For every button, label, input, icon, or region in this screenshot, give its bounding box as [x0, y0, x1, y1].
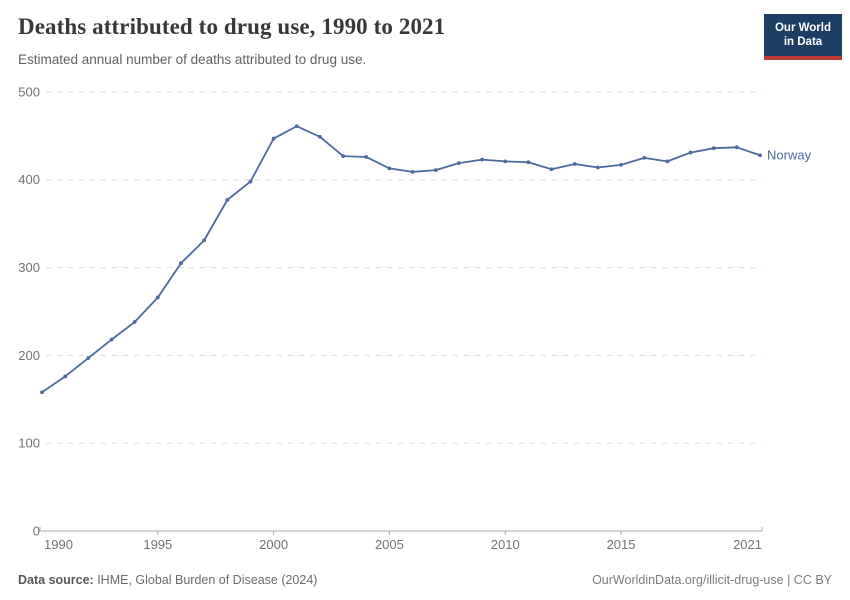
x-tick-label-2015: 2015: [607, 537, 636, 552]
data-point-1994: [132, 320, 137, 324]
data-point-2002: [318, 134, 322, 139]
owid-logo-line1: Our World: [774, 22, 831, 34]
data-point-1998: [225, 198, 230, 202]
data-point-2016: [642, 155, 647, 160]
data-source-text: IHME, Global Burden of Disease (2024): [93, 573, 318, 587]
data-point-2015: [619, 162, 623, 167]
data-point-1999: [248, 179, 253, 184]
y-tick-label-0: 0: [33, 523, 40, 538]
x-axis-line: [39, 527, 763, 532]
data-point-1990: [40, 390, 44, 395]
data-point-2017: [665, 159, 670, 164]
data-point-2020: [734, 145, 739, 150]
chart-footer: Data source: IHME, Global Burden of Dise…: [18, 573, 832, 587]
data-point-1996: [179, 261, 183, 266]
data-point-2021: [758, 153, 762, 158]
chart-subtitle: Estimated annual number of deaths attrib…: [18, 52, 367, 67]
data-point-2000: [271, 136, 276, 141]
series-label-norway[interactable]: Norway: [767, 148, 812, 163]
data-point-2010: [503, 159, 508, 164]
owid-url-link[interactable]: OurWorldinData.org/illicit-drug-use: [592, 573, 784, 587]
license-text: | CC BY: [783, 573, 832, 587]
chart-title: Deaths attributed to drug use, 1990 to 2…: [18, 14, 446, 39]
owid-logo[interactable]: Our World in Data: [764, 14, 842, 60]
y-tick-label-500: 500: [18, 84, 40, 99]
x-tick-label-1995: 1995: [143, 537, 172, 552]
data-point-2001: [294, 124, 299, 129]
owid-logo-line2: in Data: [783, 36, 823, 49]
x-tick-label-2010: 2010: [491, 537, 520, 552]
y-tick-label-200: 200: [18, 348, 40, 363]
data-point-2012: [549, 167, 554, 172]
norway-line-series[interactable]: [41, 125, 761, 394]
data-point-2006: [410, 169, 415, 174]
y-tick-label-300: 300: [18, 260, 40, 275]
x-tick-label-2005: 2005: [375, 537, 404, 552]
data-point-2009: [480, 157, 484, 162]
footer-attribution: OurWorldinData.org/illicit-drug-use | CC…: [592, 573, 832, 587]
data-point-1992: [86, 356, 91, 360]
data-point-2011: [526, 160, 531, 165]
data-point-2007: [433, 168, 438, 173]
data-source-label: Data source:: [18, 573, 94, 587]
data-point-1997: [202, 238, 207, 243]
data-point-1991: [63, 374, 68, 379]
x-tick-label-2000: 2000: [259, 537, 288, 552]
data-point-2018: [688, 150, 693, 155]
data-point-2004: [364, 155, 369, 159]
y-tick-label-100: 100: [18, 436, 40, 451]
data-source-note: Data source: IHME, Global Burden of Dise…: [18, 573, 317, 587]
data-point-2008: [457, 161, 461, 166]
y-tick-label-400: 400: [18, 172, 40, 187]
data-point-1995: [155, 295, 160, 300]
data-point-1993: [109, 337, 114, 342]
data-point-2003: [341, 154, 345, 158]
x-tick-label-1990: 1990: [44, 537, 73, 552]
data-point-2019: [711, 146, 716, 151]
data-point-2014: [595, 165, 600, 170]
data-point-2005: [387, 166, 392, 171]
x-tick-label-2021: 2021: [733, 537, 762, 552]
data-point-2013: [572, 162, 577, 166]
